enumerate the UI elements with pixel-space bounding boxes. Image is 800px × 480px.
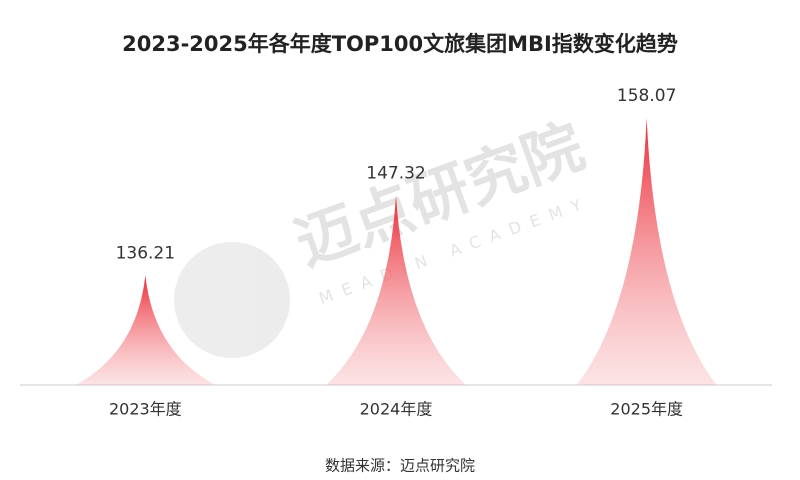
value-label: 147.32 — [366, 163, 425, 183]
watermark-logo — [174, 242, 290, 358]
x-tick-label: 2024年度 — [360, 400, 433, 419]
x-tick-label: 2023年度 — [109, 400, 182, 419]
chart-title: 2023-2025年各年度TOP100文旅集团MBI指数变化趋势 — [122, 32, 678, 56]
spike — [75, 275, 216, 385]
x-tick-label: 2025年度 — [610, 400, 683, 419]
spike — [576, 117, 717, 386]
value-label: 158.07 — [617, 86, 676, 106]
source-note: 数据来源：迈点研究院 — [325, 457, 475, 475]
value-label: 136.21 — [116, 243, 175, 263]
spike — [326, 195, 466, 385]
